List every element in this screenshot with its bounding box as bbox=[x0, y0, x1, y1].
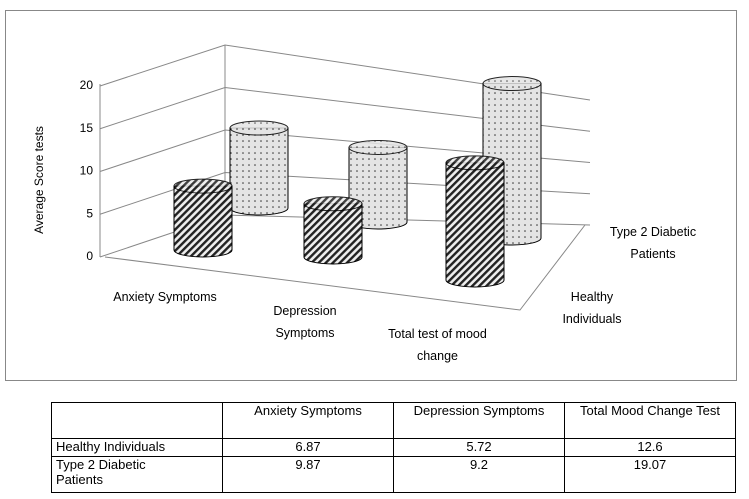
cylinder-top bbox=[229, 120, 289, 136]
cylinder-body bbox=[303, 203, 363, 265]
cylinder-body bbox=[445, 162, 505, 288]
grid-line bbox=[99, 44, 591, 101]
cylinder-top bbox=[303, 196, 363, 212]
x-tick-label: Depression Symptoms bbox=[273, 304, 337, 340]
cell: 12.6 bbox=[564, 438, 736, 457]
column-header: Anxiety Symptoms bbox=[222, 402, 394, 439]
depth-label: Healthy Individuals bbox=[562, 290, 622, 326]
grid-line bbox=[99, 86, 591, 132]
depth-label: Type 2 Diabetic Patients bbox=[609, 225, 697, 261]
y-tick-label: 15 bbox=[80, 121, 94, 135]
table-row: Healthy Individuals 6.87 5.72 12.6 bbox=[51, 438, 736, 457]
column-header: Depression Symptoms bbox=[393, 402, 565, 439]
x-tick-label: Total test of mood change bbox=[388, 327, 487, 363]
cylinder-top bbox=[173, 178, 233, 194]
cylinder bbox=[445, 155, 505, 288]
cylinder bbox=[229, 120, 289, 216]
cylinder-top bbox=[348, 139, 408, 155]
row-header: Type 2 Diabetic Patients bbox=[51, 456, 223, 493]
row-header: Healthy Individuals bbox=[51, 438, 223, 457]
cell: 19.07 bbox=[564, 456, 736, 493]
cell: 6.87 bbox=[222, 438, 394, 457]
chart-frame bbox=[5, 10, 737, 381]
row-header-text: Type 2 Diabetic Patients bbox=[56, 457, 146, 487]
cylinder bbox=[348, 139, 408, 230]
y-tick-label: 0 bbox=[86, 249, 93, 263]
data-table: Anxiety Symptoms Depression Symptoms Tot… bbox=[51, 402, 736, 493]
y-tick-label: 5 bbox=[86, 206, 93, 220]
cell: 5.72 bbox=[393, 438, 565, 457]
y-tick-label: 20 bbox=[80, 78, 94, 92]
y-axis-label: Average Score tests bbox=[32, 126, 46, 234]
floor-front bbox=[104, 224, 586, 311]
y-tick-label: 10 bbox=[80, 164, 94, 178]
table-row: Type 2 Diabetic Patients 9.87 9.2 19.07 bbox=[51, 456, 736, 493]
cylinder-top bbox=[445, 155, 505, 171]
table-corner bbox=[51, 402, 223, 439]
cylinder-body bbox=[173, 185, 233, 258]
cylinder-body bbox=[229, 127, 289, 216]
grid-line bbox=[99, 129, 591, 172]
cylinder bbox=[173, 178, 233, 258]
cylinder bbox=[303, 196, 363, 265]
table-header: Anxiety Symptoms Depression Symptoms Tot… bbox=[51, 402, 736, 439]
cylinder-top bbox=[482, 76, 542, 92]
cell: 9.87 bbox=[222, 456, 394, 493]
x-tick-label: Anxiety Symptoms bbox=[113, 290, 217, 304]
chart: Average Score tests 0 5 10 15 20 bbox=[32, 44, 591, 311]
column-header: Total Mood Change Test bbox=[564, 402, 736, 439]
cell: 9.2 bbox=[393, 456, 565, 493]
